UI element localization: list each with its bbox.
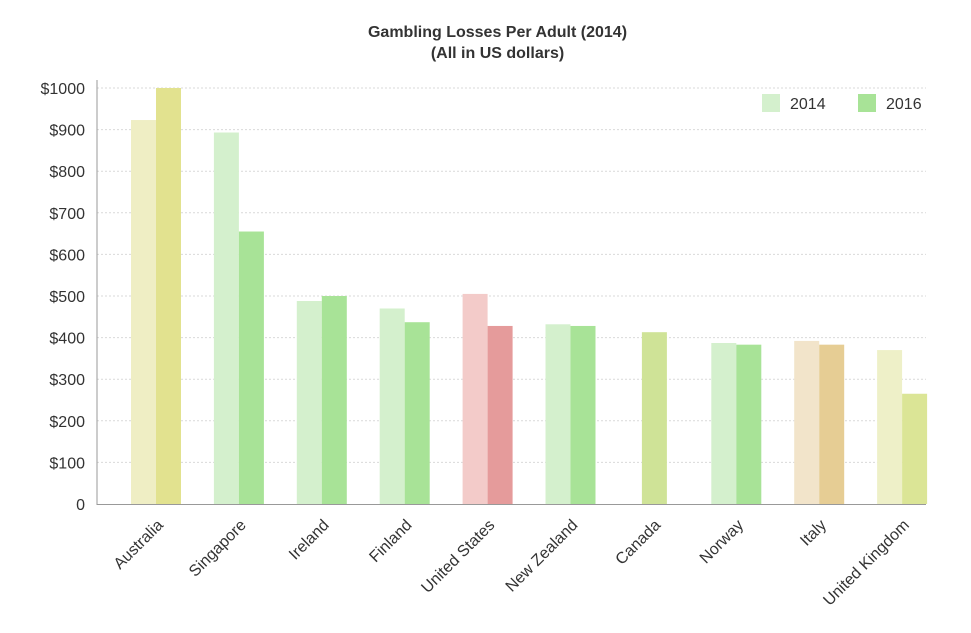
bar-2014-ireland [296,300,322,504]
y-tick-label: $600 [49,247,85,264]
bar-2016-united-kingdom [902,393,928,504]
bar-2014-singapore [213,132,239,504]
bar-2016-new-zealand [570,325,596,504]
bar-2014-new-zealand [545,324,571,504]
bar-2016-finland [404,322,430,504]
bar-2016-australia [156,88,181,504]
bar-2014-australia [131,120,156,505]
y-tick-label: $900 [49,123,85,140]
axes [96,80,926,505]
y-tick-labels: 0 $100 $200 $300 $400 $500 $600 $700 $800 $900 $10… [41,81,86,514]
x-tick-label: Finland [366,517,415,566]
legend-swatch-2014 [762,94,780,112]
chart-title-block: Gambling Losses Per Adult (2014) (All in… [0,22,971,64]
legend-label-2014: 2014 [790,96,826,113]
x-tick-label: Norway [697,517,747,567]
y-tick-label: $300 [49,372,85,389]
bar-2016-norway [736,344,762,504]
bar-2014-italy [794,340,820,504]
x-tick-label: United Kingdom [820,517,913,610]
bars [131,88,928,505]
bar-2014-finland [379,308,405,504]
bar-2016-ireland [321,296,347,504]
bar-2016-united-states [487,325,513,504]
y-tick-label: $800 [49,164,85,181]
chart-subtitle: (All in US dollars) [430,45,565,62]
legend-swatch-2016 [858,94,876,112]
y-tick-label: $700 [49,206,85,223]
chart-title: Gambling Losses Per Adult (2014) [367,24,628,41]
x-tick-label: United States [418,517,498,597]
y-tick-label: $200 [49,414,85,431]
bar-2016-italy [819,344,845,504]
y-tick-label: $400 [49,331,85,348]
bar-2014-united-states [462,293,488,504]
y-tick-label: 0 [76,497,85,514]
x-tick-label: Singapore [186,517,250,581]
legend: 2014 2016 [762,94,922,113]
x-tick-labels: Australia Singapore Ireland Finland United S… [111,517,913,610]
bar-2016-canada [641,332,667,504]
x-tick-label: Italy [797,517,830,550]
bar-2014-united-kingdom [877,350,903,504]
y-tick-label: $100 [49,455,85,472]
x-tick-label: Canada [613,517,665,569]
y-tick-label: $1000 [41,81,86,98]
x-tick-label: Ireland [286,517,333,564]
x-tick-label: Australia [111,517,167,573]
bar-2014-norway [711,343,737,504]
bar-2016-singapore [238,231,264,504]
legend-label-2016: 2016 [886,96,922,113]
x-tick-label: New Zealand [503,517,582,596]
y-tick-label: $500 [49,289,85,306]
